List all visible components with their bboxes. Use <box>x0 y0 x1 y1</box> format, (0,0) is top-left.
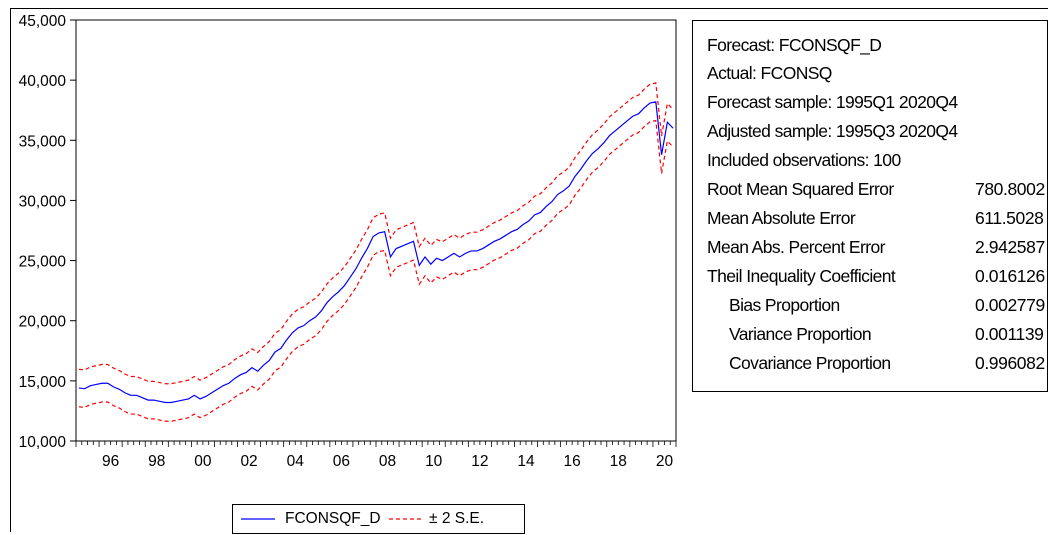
mape-label: Mean Abs. Percent Error <box>707 237 885 257</box>
x-tick-label: 18 <box>610 453 627 470</box>
bias-value: 0.002779 <box>975 295 1045 315</box>
variance-label: Variance Proportion <box>729 324 872 344</box>
y-tick-label: 25,000 <box>19 254 67 271</box>
forecast-lines <box>78 101 674 404</box>
y-tick-label: 20,000 <box>19 314 67 331</box>
y-tick-label: 45,000 <box>19 13 67 30</box>
x-tick-label: 16 <box>564 453 581 470</box>
included-observations: Included observations: 100 <box>707 150 901 170</box>
chart-legend: FCONSQF_D ± 2 S.E. <box>232 504 525 534</box>
x-tick-label: 08 <box>379 453 396 470</box>
plot-area <box>75 19 677 442</box>
y-tick-label: 30,000 <box>19 193 67 210</box>
x-tick-label: 02 <box>240 453 257 470</box>
x-tick-label: 04 <box>287 453 305 470</box>
x-tick-label: 14 <box>517 453 535 470</box>
covariance-value: 0.996082 <box>975 353 1045 373</box>
legend-label-forecast: FCONSQF_D <box>285 510 381 527</box>
covariance-label: Covariance Proportion <box>729 353 891 373</box>
legend-swatches <box>241 518 421 520</box>
theil-label: Theil Inequality Coefficient <box>707 266 896 286</box>
x-tick-label: 00 <box>194 453 212 470</box>
lower-se-line <box>78 119 674 422</box>
y-tick-label: 40,000 <box>19 73 67 90</box>
rmse-label: Root Mean Squared Error <box>707 179 894 199</box>
forecast-sample: Forecast sample: 1995Q1 2020Q4 <box>707 92 958 112</box>
chart-frame <box>10 8 1048 532</box>
mae-value: 611.5028 <box>975 208 1044 228</box>
x-tick-label: 10 <box>425 453 443 470</box>
bias-label: Bias Proportion <box>729 295 840 315</box>
mae-label: Mean Absolute Error <box>707 208 856 228</box>
mape-value: 2.942587 <box>975 237 1045 257</box>
y-axis: 10,000 15,000 20,000 25,000 30,000 35,000 40,0… <box>19 13 76 451</box>
se-bands <box>78 82 674 422</box>
y-tick-label: 10,000 <box>19 434 67 451</box>
actual-series-name: Actual: FCONSQ <box>707 63 832 83</box>
adjusted-sample: Adjusted sample: 1995Q3 2020Q4 <box>707 121 958 141</box>
legend-label-se: ± 2 S.E. <box>429 510 485 527</box>
forecast-line <box>78 101 674 404</box>
x-axis: 96 98 00 02 04 06 08 10 12 14 16 18 20 <box>75 441 677 470</box>
x-tick-label: 20 <box>656 453 674 470</box>
theil-value: 0.016126 <box>975 266 1045 286</box>
x-tick-label: 98 <box>148 453 165 470</box>
x-tick-label: 12 <box>471 453 488 470</box>
variance-value: 0.001139 <box>975 324 1044 344</box>
y-tick-label: 35,000 <box>19 133 67 150</box>
upper-se-line <box>78 82 674 385</box>
forecast-stats-panel: Forecast: FCONSQF_D Actual: FCONSQ Forec… <box>692 20 1048 392</box>
x-tick-label: 96 <box>102 453 119 470</box>
forecast-series-name: Forecast: FCONSQF_D <box>707 35 882 55</box>
y-tick-label: 15,000 <box>19 374 67 391</box>
x-tick-label: 06 <box>333 453 350 470</box>
rmse-value: 780.8002 <box>975 179 1045 199</box>
